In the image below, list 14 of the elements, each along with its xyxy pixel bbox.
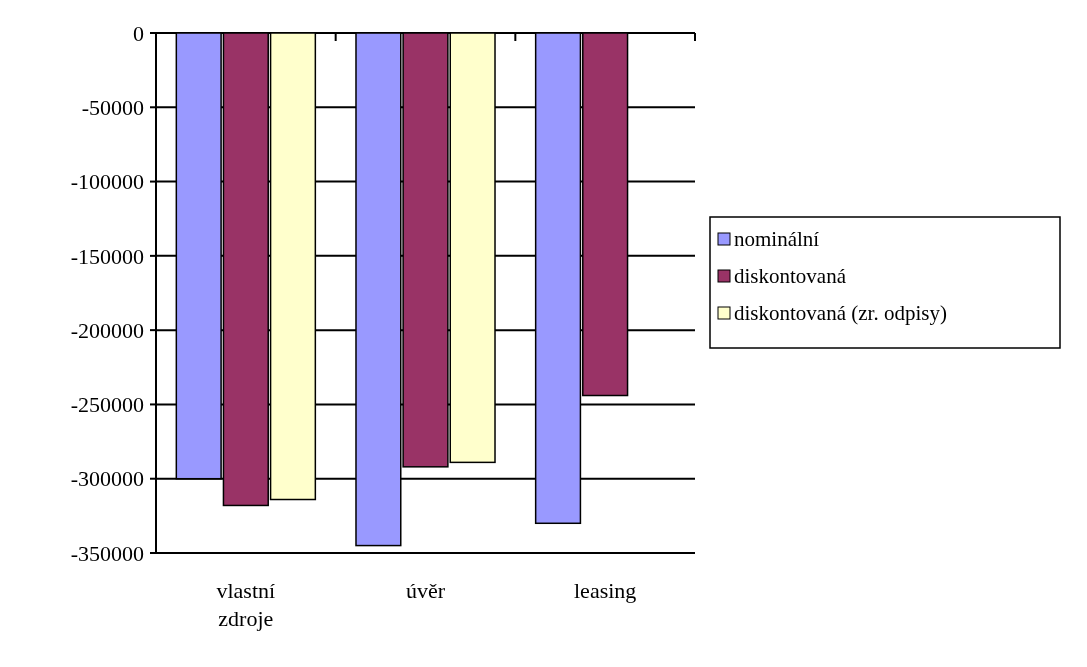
y-tick-label: -100000 — [70, 169, 144, 195]
x-tick-label: leasing — [574, 578, 637, 603]
legend-label: diskontovaná (zr. odpisy) — [734, 301, 947, 326]
y-tick-label: -200000 — [70, 317, 144, 343]
legend-label: nominální — [734, 227, 820, 252]
y-tick-label: -150000 — [70, 243, 144, 269]
y-tick-label: -300000 — [70, 466, 144, 492]
y-tick-label: -350000 — [70, 540, 144, 566]
y-tick-label: -250000 — [70, 392, 144, 418]
y-tick-label: -50000 — [81, 94, 144, 120]
x-tick-label: vlastní zdroje — [216, 578, 276, 631]
legend-label: diskontovaná — [734, 264, 847, 289]
y-tick-label: 0 — [133, 20, 144, 46]
x-tick-label: úvěr — [405, 578, 446, 603]
